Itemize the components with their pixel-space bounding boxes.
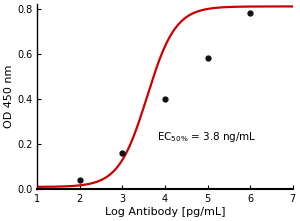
Y-axis label: OD 450 nm: OD 450 nm [4, 65, 14, 128]
Text: $\mathregular{EC_{50\%}}$ = 3.8 ng/mL: $\mathregular{EC_{50\%}}$ = 3.8 ng/mL [157, 130, 257, 144]
X-axis label: Log Antibody [pg/mL]: Log Antibody [pg/mL] [105, 207, 225, 217]
